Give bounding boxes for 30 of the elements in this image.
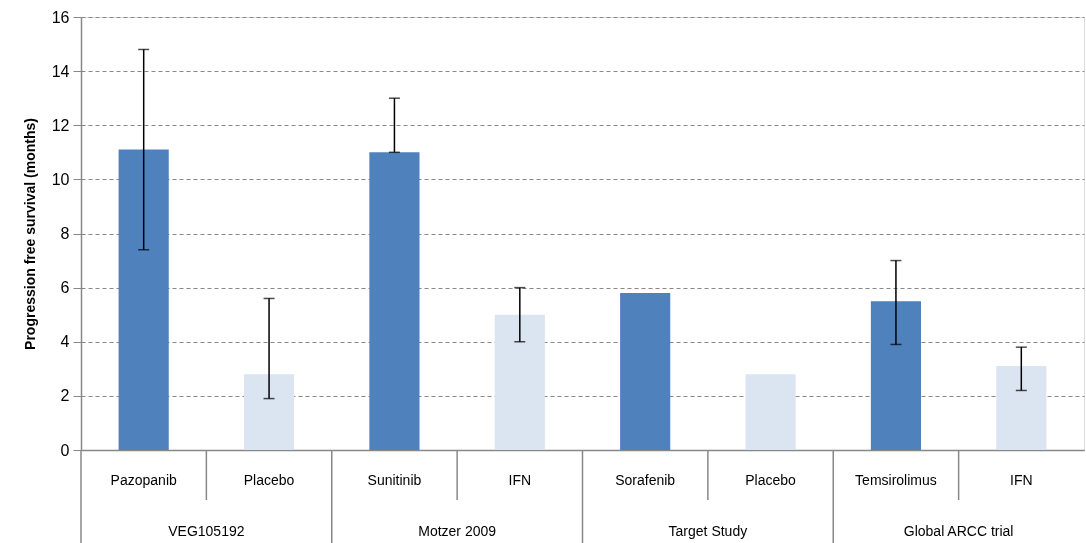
bar <box>620 293 671 450</box>
x-tick-label: Pazopanib <box>110 471 177 488</box>
y-tick-label: 10 <box>51 170 70 188</box>
bar <box>118 149 169 450</box>
y-tick-label: 16 <box>51 8 70 26</box>
bar <box>494 314 545 450</box>
bar <box>745 374 796 450</box>
text: Global ARCC trial <box>903 523 1014 539</box>
text: Motzer 2009 <box>418 523 497 539</box>
y-tick-label: 8 <box>60 225 70 242</box>
bar <box>870 301 922 450</box>
y-tick-label: 14 <box>51 62 70 80</box>
text: VEG105192 <box>168 523 245 539</box>
x-tick-label: IFN <box>1010 471 1033 488</box>
bar <box>996 366 1047 450</box>
x-tick-label: Placebo <box>745 471 797 488</box>
x-tick-label: Temsirolimus <box>855 471 937 488</box>
bar <box>369 152 420 450</box>
x-tick-label: Sunitinib <box>367 471 422 488</box>
x-tick-label: Placebo <box>243 471 295 488</box>
y-tick-label: 0 <box>60 441 70 459</box>
x-tick-label: Sorafenib <box>615 471 676 488</box>
bar <box>243 374 295 450</box>
x-tick-label: IFN <box>508 471 532 488</box>
text: Target Study <box>668 523 748 539</box>
y-tick-label: 6 <box>60 279 70 297</box>
y-tick-label: 12 <box>51 116 70 134</box>
y-tick-label: 2 <box>60 387 70 405</box>
y-tick-label: 4 <box>60 333 70 351</box>
y-axis-title: Progression free survival (months) <box>21 118 38 350</box>
